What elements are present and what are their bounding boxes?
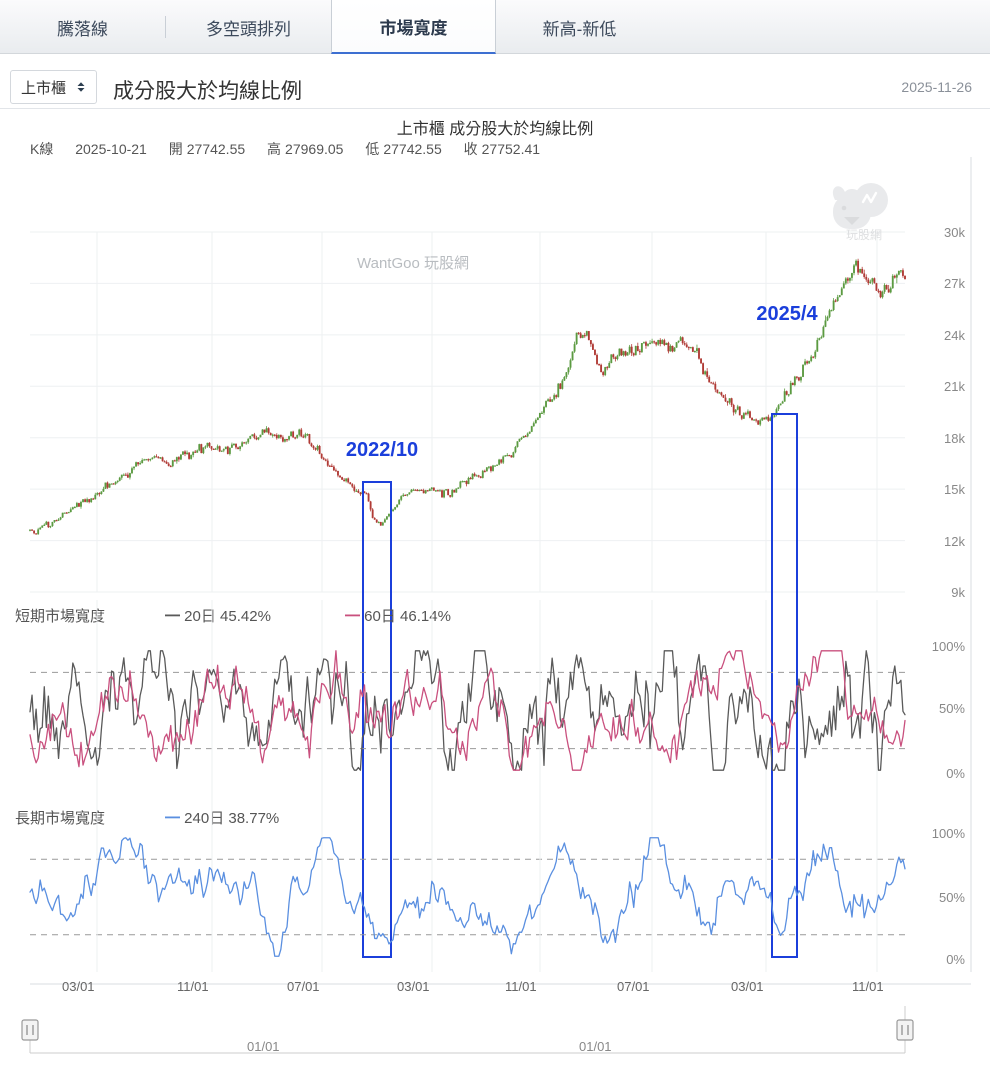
- svg-text:玩股網: 玩股網: [846, 228, 882, 242]
